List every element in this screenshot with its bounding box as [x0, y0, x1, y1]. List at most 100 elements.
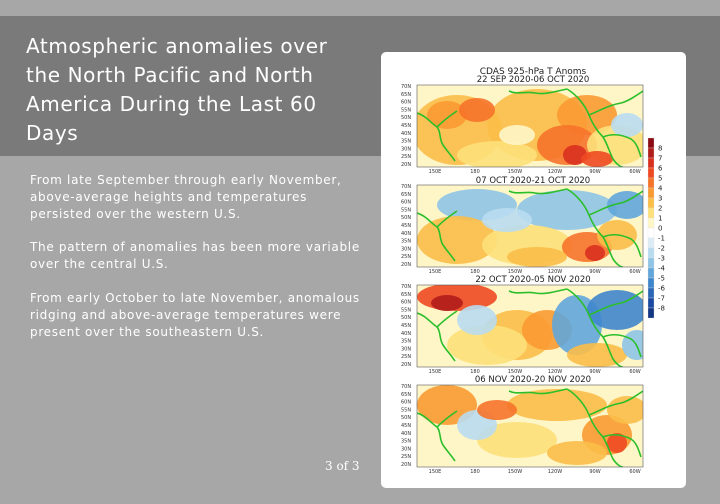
slide-title: Atmospheric anomalies over the North Pac… — [26, 34, 328, 145]
colorbar-swatch — [647, 307, 655, 319]
colorbar-swatch — [647, 217, 655, 229]
anomaly-region — [477, 400, 517, 420]
colorbar-tick-label: 6 — [658, 165, 663, 173]
longitude-label: 120W — [548, 169, 563, 175]
anomaly-region — [547, 441, 607, 465]
colorbar-tick-label: -5 — [658, 275, 665, 283]
colorbar-tick-label: 7 — [658, 155, 662, 163]
longitude-label: 150W — [508, 369, 523, 375]
anomaly-region — [499, 125, 535, 145]
longitude-label: 90W — [589, 269, 600, 275]
latitude-label: 20N — [401, 462, 411, 468]
latitude-label: 70N — [401, 184, 411, 190]
latitude-label: 50N — [401, 215, 411, 221]
longitude-label: 150W — [508, 269, 523, 275]
longitude-label: 180 — [470, 369, 480, 375]
anomaly-region — [459, 98, 495, 122]
colorbar-swatch — [647, 277, 655, 289]
anomaly-region — [427, 101, 467, 129]
latitude-label: 40N — [401, 131, 411, 137]
latitude-label: 20N — [401, 362, 411, 368]
colorbar-tick-label: 3 — [658, 195, 662, 203]
colorbar-swatch — [647, 187, 655, 199]
anomaly-region — [431, 295, 463, 311]
anomaly-maps-graphic: CDAS 925-hPa T Anoms 70N65N60N55N50N45N4… — [401, 67, 666, 475]
latitude-label: 30N — [401, 446, 411, 452]
anomaly-region — [611, 113, 643, 137]
anomaly-region — [557, 95, 617, 135]
anomaly-region — [581, 151, 613, 167]
colorbar-swatch — [647, 177, 655, 189]
colorbar-tick-label: -8 — [658, 305, 665, 313]
top-strip — [0, 0, 720, 16]
colorbar-tick-label: -3 — [658, 255, 665, 263]
latitude-label: 35N — [401, 239, 411, 245]
latitude-label: 55N — [401, 407, 411, 413]
longitude-label: 60W — [629, 369, 640, 375]
coastline — [508, 188, 643, 267]
latitude-label: 40N — [401, 231, 411, 237]
latitude-label: 25N — [401, 154, 411, 160]
longitude-label: 120W — [548, 469, 563, 475]
latitude-label: 55N — [401, 107, 411, 113]
longitude-label: 60W — [629, 169, 640, 175]
latitude-label: 65N — [401, 192, 411, 198]
colorbar-swatch — [647, 207, 655, 219]
colorbar-tick-label: -4 — [658, 265, 666, 273]
anomaly-region — [507, 247, 567, 267]
temperature-anomaly-figure: CDAS 925-hPa T Anoms 70N 65N 60N 55N 50N 45N 4… — [381, 52, 686, 488]
colorbar-tick-label: -1 — [658, 235, 665, 243]
colorbar-tick-label: 1 — [658, 215, 662, 223]
longitude-label: 90W — [589, 369, 600, 375]
body-paragraph-1: From late September through early Novemb… — [30, 173, 342, 221]
latitude-label: 45N — [401, 423, 411, 429]
coastline — [508, 388, 643, 467]
latitude-label: 20N — [401, 162, 411, 168]
anomaly-region — [457, 305, 497, 335]
colorbar-swatch — [647, 197, 655, 209]
colorbar-tick-label: 8 — [658, 145, 662, 153]
colorbar-tick-label: 0 — [658, 225, 662, 233]
anomaly-region — [563, 145, 587, 165]
longitude-label: 180 — [470, 269, 480, 275]
latitude-label: 45N — [401, 223, 411, 229]
latitude-label: 50N — [401, 315, 411, 321]
colorbar-swatch — [647, 147, 655, 159]
latitude-label: 70N — [401, 84, 411, 90]
longitude-label: 90W — [589, 169, 600, 175]
map-frame — [416, 84, 644, 168]
latitude-label: 45N — [401, 123, 411, 129]
colorbar-swatch — [647, 287, 655, 299]
anomaly-region — [477, 422, 557, 458]
figure-header: CDAS 925-hPa T Anoms — [480, 67, 587, 77]
latitude-label: 70N — [401, 284, 411, 290]
colorbar-swatch — [647, 157, 655, 169]
longitude-label: 90W — [589, 469, 600, 475]
longitude-label: 150W — [508, 169, 523, 175]
colorbar-tick-label: 2 — [658, 205, 662, 213]
map-frame — [416, 184, 644, 268]
coastline — [508, 288, 643, 367]
longitude-label: 180 — [470, 169, 480, 175]
coastline — [417, 410, 458, 462]
latitude-label: 65N — [401, 292, 411, 298]
anomaly-region — [507, 389, 607, 421]
anomaly-region — [585, 245, 605, 261]
anomaly-region — [417, 385, 477, 425]
latitude-label: 50N — [401, 115, 411, 121]
longitude-label: 150E — [429, 369, 442, 375]
longitude-label: 120W — [548, 369, 563, 375]
anomaly-region — [607, 191, 643, 219]
colorbar-tick-label: -6 — [658, 285, 666, 293]
page-indicator[interactable]: 3 of 3 — [325, 459, 360, 473]
latitude-label: 70N — [401, 384, 411, 390]
latitude-label: 60N — [401, 100, 411, 106]
latitude-label: 40N — [401, 431, 411, 437]
panel-period-label: 06 NOV 2020-20 NOV 2020 — [475, 375, 591, 385]
colorbar-swatch — [647, 137, 655, 149]
